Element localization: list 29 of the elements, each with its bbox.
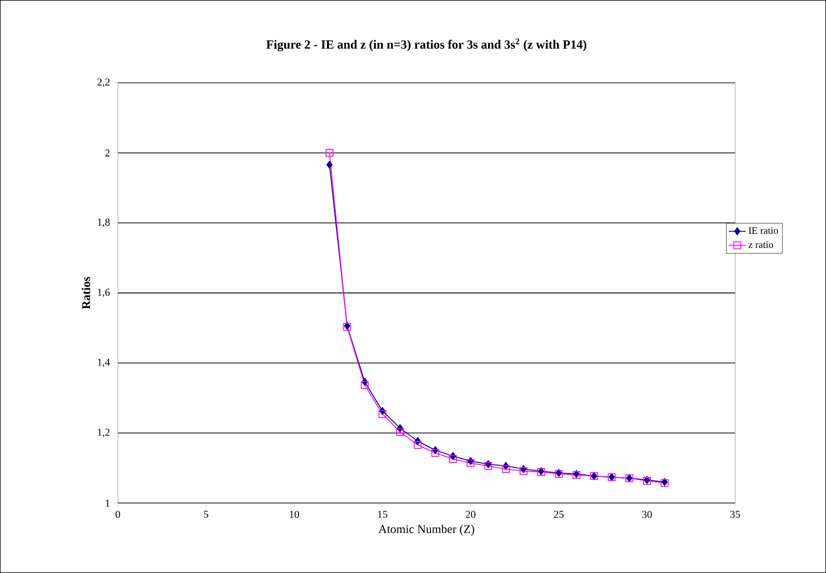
y-tick-label: 1,6 — [98, 288, 110, 298]
x-tick-label: 35 — [730, 510, 740, 518]
y-tick-label: 2 — [105, 149, 110, 156]
chart-title: Figure 2 - IE and z (in n=3) ratios for 3s and 3s$^{2}$ (z with P14) — [266, 38, 586, 52]
x-tick-label: 5 — [204, 510, 208, 518]
legend-label: IE ratio — [748, 227, 778, 234]
point — [378, 410, 386, 418]
point — [502, 465, 510, 474]
x-tick-label: 20 — [466, 510, 476, 518]
point — [414, 441, 422, 449]
point — [360, 381, 369, 390]
x-axis-title: Atomic Number (Z) — [378, 524, 474, 536]
x-tick-label: 0 — [116, 510, 120, 518]
point — [449, 455, 457, 463]
y-tick-label: 1,8 — [98, 218, 110, 228]
y-tick-label: 1 — [106, 500, 110, 507]
x-tick-label: 30 — [642, 510, 652, 518]
x-tick-label: 15 — [378, 510, 388, 518]
x-tick-label: 25 — [554, 510, 564, 518]
point — [431, 449, 440, 457]
x-tick-label: 10 — [290, 510, 300, 518]
point — [326, 148, 334, 157]
legend-label: z ratio — [748, 241, 774, 248]
y-tick-label: 1,2 — [98, 428, 110, 438]
y-axis-title: Ratios — [82, 277, 90, 310]
y-tick-label: 2,2 — [97, 78, 110, 88]
point — [326, 160, 333, 169]
point — [396, 428, 404, 436]
y-tick-label: 1,4 — [98, 358, 110, 368]
